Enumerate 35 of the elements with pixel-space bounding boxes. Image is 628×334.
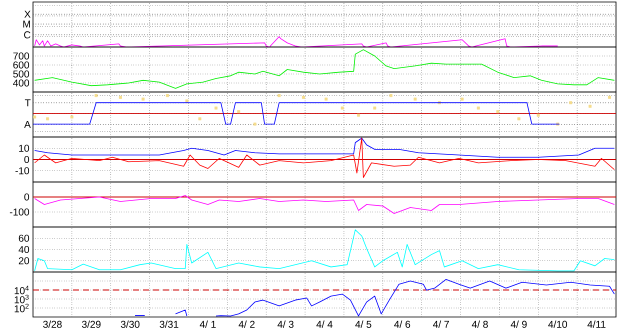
x-tick-label: 4/ 3 (278, 320, 294, 328)
x-tick-label: 4/ 1 (200, 320, 216, 328)
y-tick-label: 20 (18, 257, 30, 264)
y-tick-label: -100 (10, 208, 30, 216)
x-tick-label: 3/31 (160, 320, 178, 328)
x-tick-label: 3/30 (120, 320, 140, 328)
text: M (23, 20, 30, 28)
x-tick-label: 4/11 (587, 320, 606, 328)
x-tick-label: 4/ 8 (472, 320, 488, 328)
x-tick-label: 4/ 9 (510, 320, 527, 328)
y-tick-label: 60 (18, 234, 30, 242)
y-tick-label: 10 (19, 144, 30, 152)
y-tick-label: 0 (24, 156, 30, 164)
x-tick-label: 4/ 6 (394, 320, 410, 328)
text: A (24, 120, 31, 128)
x-tick-label: 4/ 7 (433, 320, 449, 328)
x-tick-label: 4/ 5 (355, 320, 372, 328)
y-tick-label: 600 (13, 61, 30, 69)
y-tick-label: 0 (24, 193, 30, 201)
y-tick-label: 10$^{2}$ (14, 304, 29, 312)
y-tick-label: 10$^{3}$ (14, 294, 29, 304)
text: C (24, 31, 30, 38)
x-tick-label: 4/ 2 (238, 320, 255, 328)
y-tick-label: 400 (13, 79, 30, 87)
text: X (24, 10, 31, 18)
y-tick-label: -10 (15, 167, 30, 174)
y-tick-label: 40 (18, 246, 30, 254)
text: T (24, 99, 31, 106)
x-tick-label: 4/ 4 (316, 320, 333, 328)
x-tick-label: 4/10 (548, 320, 568, 328)
y-tick-label: 700 (13, 52, 30, 60)
y-tick-label: 10$^{4}$ (14, 286, 29, 294)
y-tick-label: 500 (13, 70, 30, 78)
x-tick-label: 3/29 (82, 320, 101, 328)
x-tick-label: 3/28 (43, 320, 62, 328)
